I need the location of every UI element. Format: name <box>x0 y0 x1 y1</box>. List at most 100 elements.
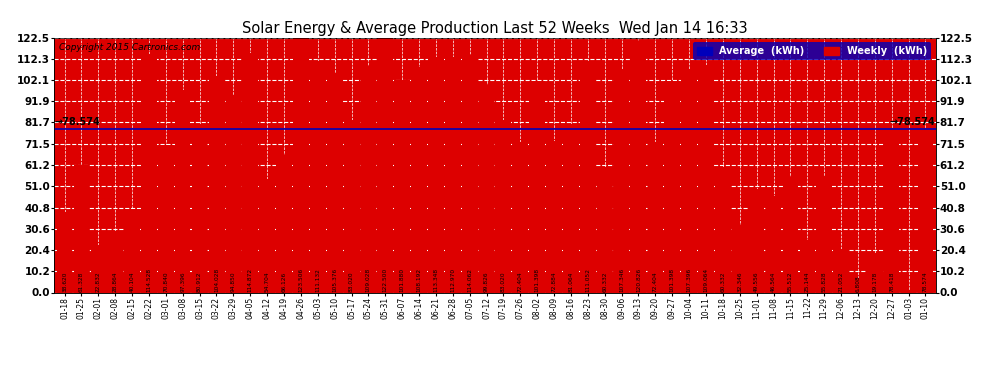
Text: 83.020: 83.020 <box>349 271 354 292</box>
Text: 108.192: 108.192 <box>417 268 422 292</box>
Bar <box>192 124 207 292</box>
Text: →78.574: →78.574 <box>54 117 100 127</box>
Bar <box>310 61 326 292</box>
Bar <box>732 225 747 292</box>
Bar <box>647 142 663 292</box>
Bar <box>243 53 258 292</box>
Text: 101.880: 101.880 <box>400 268 405 292</box>
Bar <box>344 120 359 292</box>
Text: →78.574: →78.574 <box>890 117 936 127</box>
Text: 83.020: 83.020 <box>501 271 506 292</box>
Bar <box>918 129 934 292</box>
Text: 54.704: 54.704 <box>264 271 269 292</box>
Bar <box>479 85 494 292</box>
Text: 112.970: 112.970 <box>450 268 455 292</box>
Text: 60.332: 60.332 <box>602 272 607 292</box>
Bar <box>597 167 613 292</box>
Text: 55.512: 55.512 <box>788 272 793 292</box>
Bar <box>513 142 528 292</box>
Legend: Average  (kWh), Weekly  (kWh): Average (kWh), Weekly (kWh) <box>693 42 931 60</box>
Bar <box>276 155 292 292</box>
Bar <box>293 35 309 292</box>
Bar <box>394 80 410 292</box>
Bar <box>226 95 242 292</box>
Text: 97.396: 97.396 <box>180 272 185 292</box>
Text: 114.872: 114.872 <box>248 268 252 292</box>
Bar <box>614 69 630 292</box>
Text: 122.500: 122.500 <box>383 268 388 292</box>
Bar <box>377 38 393 292</box>
Bar <box>681 69 697 292</box>
Text: 70.840: 70.840 <box>163 271 168 292</box>
Text: 105.376: 105.376 <box>333 268 338 292</box>
Bar <box>411 67 427 292</box>
Bar <box>884 129 900 292</box>
Bar <box>698 66 714 292</box>
Bar <box>327 73 343 292</box>
Text: 55.828: 55.828 <box>822 271 827 292</box>
Bar <box>158 145 173 292</box>
Bar <box>142 54 156 292</box>
Bar <box>446 57 460 292</box>
Bar <box>546 141 562 292</box>
Text: 104.028: 104.028 <box>214 268 219 292</box>
Text: 114.062: 114.062 <box>467 268 472 292</box>
Bar <box>259 178 275 292</box>
Bar <box>715 167 731 292</box>
Text: 38.620: 38.620 <box>62 272 67 292</box>
Text: 72.884: 72.884 <box>551 271 556 292</box>
Bar <box>360 66 376 292</box>
Text: 80.912: 80.912 <box>197 272 202 292</box>
Bar <box>209 76 225 292</box>
Text: 107.346: 107.346 <box>619 268 624 292</box>
Text: 46.564: 46.564 <box>771 272 776 292</box>
Text: 123.506: 123.506 <box>298 268 303 292</box>
Text: 78.574: 78.574 <box>923 271 928 292</box>
Text: 6.808: 6.808 <box>855 275 860 292</box>
Bar <box>580 62 596 292</box>
Text: 32.346: 32.346 <box>738 272 742 292</box>
Bar <box>462 55 477 292</box>
Bar <box>496 120 511 292</box>
Text: 109.028: 109.028 <box>366 268 371 292</box>
Bar <box>428 57 444 292</box>
Bar <box>631 41 646 292</box>
Bar <box>867 253 882 292</box>
Text: 78.418: 78.418 <box>889 272 894 292</box>
Bar <box>56 212 72 292</box>
Text: 25.144: 25.144 <box>805 272 810 292</box>
Bar <box>834 249 848 292</box>
Text: 22.832: 22.832 <box>96 271 101 292</box>
Text: 28.864: 28.864 <box>113 272 118 292</box>
Text: 109.064: 109.064 <box>704 268 709 292</box>
Text: 72.404: 72.404 <box>652 271 657 292</box>
Text: 72.404: 72.404 <box>518 271 523 292</box>
Bar <box>90 245 106 292</box>
Text: 101.398: 101.398 <box>535 268 540 292</box>
Text: 49.556: 49.556 <box>754 272 759 292</box>
Text: 60.332: 60.332 <box>721 272 726 292</box>
Text: 81.064: 81.064 <box>568 272 573 292</box>
Text: 19.178: 19.178 <box>872 272 877 292</box>
Text: 120.826: 120.826 <box>636 268 641 292</box>
Text: 40.104: 40.104 <box>130 272 135 292</box>
Text: 94.850: 94.850 <box>231 271 236 292</box>
Bar <box>765 196 781 292</box>
Bar <box>800 240 815 292</box>
Bar <box>817 176 832 292</box>
Text: 113.348: 113.348 <box>434 268 439 292</box>
Text: 99.826: 99.826 <box>484 272 489 292</box>
Bar <box>530 81 544 292</box>
Bar <box>850 278 865 292</box>
Bar <box>175 90 190 292</box>
Bar <box>664 81 680 292</box>
Text: 111.132: 111.132 <box>315 268 321 292</box>
Bar <box>125 209 140 292</box>
Text: 66.126: 66.126 <box>281 272 286 292</box>
Text: 111.052: 111.052 <box>585 268 590 292</box>
Bar <box>108 232 123 292</box>
Text: 21.052: 21.052 <box>839 272 843 292</box>
Text: 101.398: 101.398 <box>669 268 675 292</box>
Bar <box>901 290 917 292</box>
Text: 107.396: 107.396 <box>687 268 692 292</box>
